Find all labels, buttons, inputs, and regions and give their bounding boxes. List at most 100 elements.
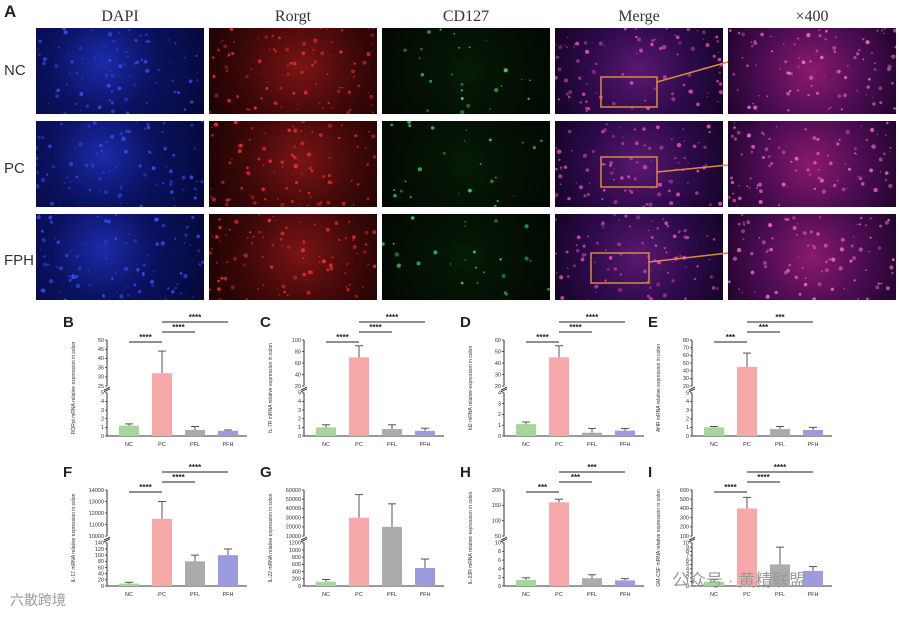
bar-pfl [382, 429, 402, 436]
y-axis-label: IL-22 mRNA relative expression in colon [268, 493, 274, 582]
significance-label: **** [139, 483, 152, 492]
y-tick-label: 60 [98, 565, 104, 571]
y-tick-label: 3 [298, 408, 301, 414]
y-tick-label: 13000 [89, 499, 104, 505]
x-tick-label: PFL [387, 592, 397, 598]
y-tick-label: 3 [101, 408, 104, 414]
bar-pfl [185, 429, 205, 436]
bar-nc [516, 424, 536, 436]
micro-tile-r0-c2 [382, 28, 550, 114]
row-label-nc: NC [4, 62, 26, 79]
y-tick-label: 70 [683, 345, 689, 351]
y-tick-label: 8 [498, 549, 501, 555]
y-tick-label: 50000 [286, 497, 301, 503]
bar-pfl [185, 561, 205, 586]
chart-svg-b: RORγt mRNA relative expression in colon 0… [71, 313, 247, 448]
x-tick-label: PFH [420, 592, 431, 598]
panel-a-label: A [4, 2, 17, 21]
bar-pfh [218, 430, 238, 436]
micro-tile-r2-c3 [555, 214, 723, 300]
chart-panel-g: G IL-22 mRNA relative expression in colon… [260, 462, 462, 617]
y-axis-label: GM-CSF mRNA relative expression in colon [656, 489, 662, 586]
y-tick-label: 4 [498, 567, 501, 573]
bar-pfl [770, 429, 790, 436]
x-tick-label: PFL [775, 442, 785, 448]
y-tick-label: 50 [683, 361, 689, 367]
x-tick-label: PFH [223, 592, 234, 598]
y-tick-label: 25 [98, 384, 104, 390]
x-tick-label: NC [710, 592, 718, 598]
y-tick-label: 4 [101, 399, 104, 405]
y-tick-label: 5 [101, 391, 104, 397]
y-axis-label: IL-23R mRNA relative expression in colon [468, 492, 474, 585]
micro-tile-r2-c1 [209, 214, 377, 300]
zoom-line-pc [656, 164, 729, 173]
x-tick-label: PC [555, 442, 563, 448]
y-tick-label: 45 [98, 347, 104, 353]
y-tick-label: 150 [492, 503, 501, 509]
x-tick-label: NC [710, 442, 718, 448]
x-tick-label: PC [355, 442, 363, 448]
y-axis-label: IL-7R mRNA relative expression in colon [268, 343, 274, 433]
y-tick-label: 1 [298, 425, 301, 431]
y-tick-label: 2 [498, 412, 501, 418]
y-tick-label: 600 [680, 488, 689, 494]
significance-label: **** [386, 313, 399, 322]
x-tick-label: PFH [620, 592, 631, 598]
significance-label: *** [726, 333, 736, 342]
row-label-fph: FPH [4, 252, 34, 269]
y-tick-label: 30 [98, 375, 104, 381]
y-tick-label: 2 [686, 575, 689, 581]
y-tick-label: 200 [680, 525, 689, 531]
axis-break [688, 536, 696, 543]
axis-break [103, 386, 111, 393]
y-tick-label: 4 [498, 391, 501, 397]
y-tick-label: 1 [498, 423, 501, 429]
chart-panel-b: B RORγt mRNA relative expression in colon… [63, 312, 265, 467]
y-tick-label: 200 [292, 577, 301, 583]
y-tick-label: 1 [686, 579, 689, 585]
bar-pfh [415, 430, 435, 436]
significance-label: *** [538, 483, 548, 492]
x-tick-label: NC [522, 442, 530, 448]
y-tick-label: 40 [495, 361, 501, 367]
y-tick-label: 3 [686, 571, 689, 577]
column-header-dapi: DAPI [101, 8, 139, 25]
zoom-box-pc [600, 156, 658, 188]
micro-tile-r1-c4 [728, 121, 896, 207]
y-tick-label: 3 [498, 401, 501, 407]
y-tick-label: 0 [298, 434, 301, 440]
bar-nc [316, 427, 336, 436]
y-tick-label: 60 [683, 353, 689, 359]
chart-panel-c: C IL-7R mRNA relative expression in colon… [260, 312, 462, 467]
x-tick-label: PFH [223, 442, 234, 448]
axis-break [300, 536, 308, 543]
bar-pc [549, 357, 569, 436]
chart-panel-h: H IL-23R mRNA relative expression in colo… [460, 462, 662, 617]
significance-label: *** [775, 313, 785, 322]
x-tick-label: NC [322, 592, 330, 598]
chart-panel-d: D Id2 mRNA relative expression in colon 0 1… [460, 312, 662, 467]
y-tick-label: 80 [98, 559, 104, 565]
chart-letter-e: E [648, 314, 659, 331]
y-tick-label: 300 [680, 515, 689, 521]
y-tick-label: 80 [295, 349, 301, 355]
y-tick-label: 400 [680, 506, 689, 512]
bar-nc [516, 579, 536, 586]
y-tick-label: 14000 [89, 488, 104, 494]
x-tick-label: PFH [420, 442, 431, 448]
x-tick-label: PC [158, 442, 166, 448]
chart-svg-d: Id2 mRNA relative expression in colon 0 1 2… [468, 313, 644, 448]
y-tick-label: 60000 [286, 488, 301, 494]
y-tick-label: 6 [686, 558, 689, 564]
y-tick-label: 30 [683, 376, 689, 382]
y-tick-label: 20 [98, 578, 104, 584]
row-label-pc: PC [4, 160, 25, 177]
axis-break [500, 536, 508, 543]
x-tick-label: NC [522, 592, 530, 598]
significance-label: **** [724, 483, 737, 492]
y-tick-label: 0 [101, 434, 104, 440]
x-tick-label: PFL [190, 442, 200, 448]
y-tick-label: 4 [686, 399, 689, 405]
y-tick-label: 2 [686, 417, 689, 423]
